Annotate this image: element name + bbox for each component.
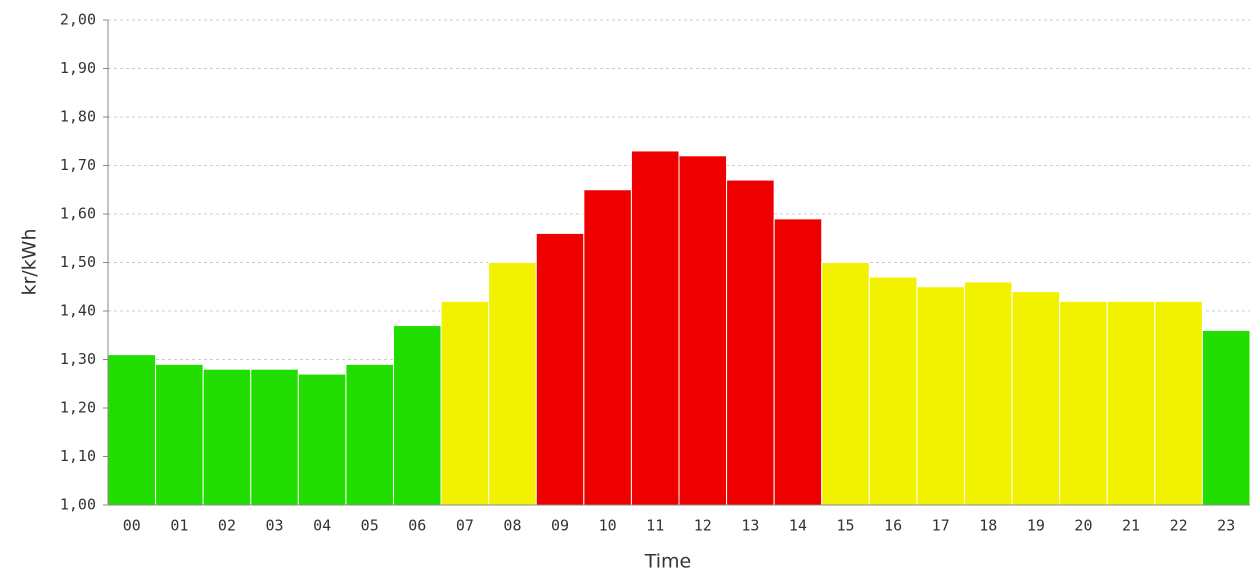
bar bbox=[821, 262, 870, 506]
bar bbox=[202, 368, 252, 506]
x-tick-label: 20 bbox=[1074, 517, 1092, 535]
x-tick-label: 11 bbox=[646, 517, 664, 535]
x-tick-label: 00 bbox=[123, 517, 141, 535]
bar bbox=[916, 286, 966, 506]
y-tick-label: 1,90 bbox=[60, 59, 96, 77]
y-tick-label: 1,80 bbox=[60, 108, 96, 126]
y-tick-label: 1,20 bbox=[60, 399, 96, 417]
x-tick-label: 12 bbox=[694, 517, 712, 535]
x-tick-label: 15 bbox=[837, 517, 855, 535]
y-tick-label: 1,40 bbox=[60, 302, 96, 320]
bar bbox=[1011, 291, 1061, 506]
bar bbox=[488, 262, 537, 506]
y-tick-label: 1,50 bbox=[60, 253, 96, 271]
bar bbox=[250, 368, 299, 506]
x-tick-label: 06 bbox=[408, 517, 426, 535]
x-tick-label: 01 bbox=[170, 517, 188, 535]
x-tick-label: 04 bbox=[313, 517, 331, 535]
bar bbox=[726, 179, 775, 506]
y-axis-title: kr/kWh bbox=[19, 228, 41, 295]
bar bbox=[1059, 300, 1108, 506]
x-tick-label: 16 bbox=[884, 517, 902, 535]
bar bbox=[1106, 300, 1156, 506]
x-tick-label: 14 bbox=[789, 517, 807, 535]
x-tick-label: 18 bbox=[979, 517, 997, 535]
bar bbox=[107, 354, 157, 506]
x-axis-title: Time bbox=[644, 551, 692, 573]
x-tick-label: 19 bbox=[1027, 517, 1045, 535]
bar bbox=[583, 189, 632, 506]
x-tick-label: 22 bbox=[1170, 517, 1188, 535]
y-tick-label: 1,30 bbox=[60, 350, 96, 368]
x-tick-label: 21 bbox=[1122, 517, 1140, 535]
bar bbox=[393, 325, 442, 506]
x-tick-label: 07 bbox=[456, 517, 474, 535]
x-tick-label: 09 bbox=[551, 517, 569, 535]
bar bbox=[535, 232, 585, 506]
y-tick-label: 2,00 bbox=[60, 11, 96, 29]
y-tick-label: 1,10 bbox=[60, 447, 96, 465]
bar bbox=[345, 363, 394, 506]
x-tick-label: 10 bbox=[599, 517, 617, 535]
bar bbox=[1154, 300, 1203, 506]
x-tick-label: 05 bbox=[361, 517, 379, 535]
bar bbox=[964, 281, 1013, 506]
y-tick-label: 1,00 bbox=[60, 496, 96, 514]
bar bbox=[773, 218, 823, 506]
bar bbox=[1201, 329, 1251, 506]
x-tick-label: 08 bbox=[503, 517, 521, 535]
y-tick-label: 1,70 bbox=[60, 156, 96, 174]
y-tick-label: 1,60 bbox=[60, 205, 96, 223]
bar bbox=[868, 276, 918, 506]
bar bbox=[297, 373, 347, 506]
x-tick-label: 23 bbox=[1217, 517, 1235, 535]
bar bbox=[630, 150, 680, 506]
bar bbox=[440, 300, 490, 506]
bar bbox=[678, 155, 728, 506]
bar bbox=[155, 363, 204, 506]
x-tick-label: 13 bbox=[741, 517, 759, 535]
x-tick-label: 17 bbox=[932, 517, 950, 535]
x-tick-label: 03 bbox=[266, 517, 284, 535]
x-tick-label: 02 bbox=[218, 517, 236, 535]
